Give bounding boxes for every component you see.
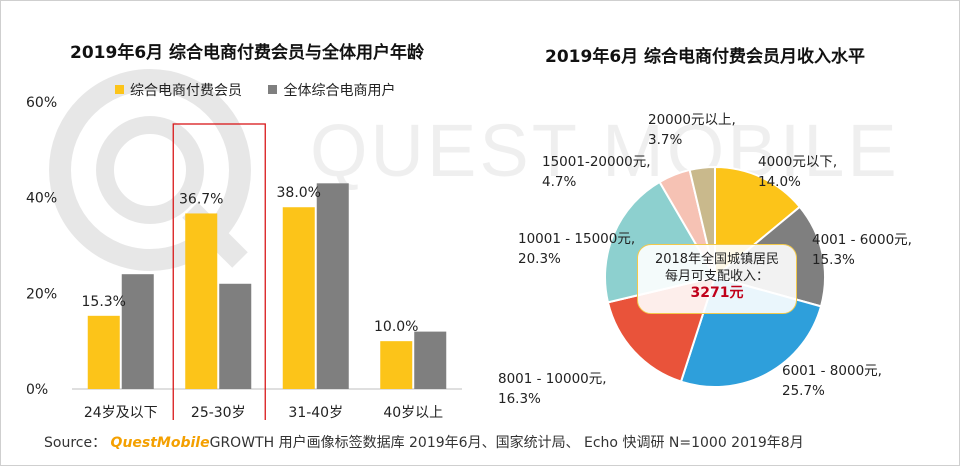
y-tick-label: 20% [26, 286, 57, 302]
bar-all-users [316, 183, 349, 389]
pie-slice-label: 4000元以下, 14.0% [758, 154, 837, 190]
x-tick-label: 31-40岁 [288, 405, 343, 420]
bar-member [282, 207, 315, 389]
callout-line2: 每月可支配收入： [664, 269, 769, 284]
bar-member [380, 341, 413, 389]
pie-label-range: 10001 - 15000元, [518, 231, 635, 247]
bar-data-label: 36.7% [179, 191, 223, 207]
bar-all-users [121, 274, 154, 389]
pie-label-range: 15001-20000元, [542, 154, 651, 170]
bar-member [185, 213, 218, 389]
footer-brand: QuestMobile [110, 435, 210, 451]
bar-all-users [219, 283, 252, 389]
pie-label-pct: 3.7% [648, 132, 682, 148]
pie-slice-label: 6001 - 8000元, 25.7% [782, 363, 882, 399]
pie-slice-label: 10001 - 15000元, 20.3% [518, 231, 635, 267]
income-pie-chart: 4000元以下, 14.0% 4001 - 6000元, 15.3% 6001 - 80… [498, 112, 912, 407]
left-chart-title: 2019年6月 综合电商付费会员与全体用户年龄 [70, 43, 425, 63]
age-bar-chart: 0% 20% 40% 60% 15.3% 24岁及以下 36.7% 25-30岁 38.0% 31… [26, 95, 462, 420]
callout-amount: 3271元 [690, 285, 744, 301]
y-tick-label: 0% [26, 382, 48, 398]
pie-label-range: 6001 - 8000元, [782, 363, 882, 379]
legend-swatch-gray [268, 85, 278, 94]
callout-line1: 2018年全国城镇居民 [654, 252, 780, 267]
income-callout: 2018年全国城镇居民 每月可支配收入： 3271元 [637, 244, 797, 314]
pie-label-pct: 15.3% [812, 252, 855, 268]
pie-label-range: 4000元以下, [758, 154, 837, 170]
pie-label-pct: 4.7% [542, 174, 576, 190]
x-tick-label: 25-30岁 [191, 405, 246, 420]
footer-rest: GROWTH 用户画像标签数据库 2019年6月、国家统计局、 Echo 快调研… [209, 435, 804, 451]
bar-data-label: 15.3% [82, 294, 126, 310]
pie-label-pct: 16.3% [498, 391, 541, 407]
y-tick-label: 40% [26, 191, 57, 207]
legend-label-members: 综合电商付费会员 [130, 83, 242, 99]
pie-slice-label: 8001 - 10000元, 16.3% [498, 371, 607, 407]
legend-item-members: 综合电商付费会员 [115, 80, 242, 100]
right-chart-title: 2019年6月 综合电商付费会员月收入水平 [545, 47, 866, 67]
bar-all-users [414, 331, 447, 389]
pie-slice-label: 20000元以上, 3.7% [648, 112, 736, 148]
pie-label-pct: 20.3% [518, 251, 561, 267]
pie-slice-label: 15001-20000元, 4.7% [542, 154, 651, 190]
x-tick-label: 40岁以上 [383, 405, 443, 420]
legend-item-all-users: 全体综合电商用户 [268, 80, 395, 100]
source-footer: Source： QuestMobileGROWTH 用户画像标签数据库 2019… [44, 432, 804, 452]
footer-prefix: Source： [44, 435, 107, 451]
pie-slice-label: 4001 - 6000元, 15.3% [812, 232, 912, 268]
pie-label-range: 4001 - 6000元, [812, 232, 912, 248]
bar-data-label: 38.0% [277, 185, 321, 201]
x-tick-label: 24岁及以下 [84, 405, 158, 420]
pie-label-pct: 25.7% [782, 383, 825, 399]
legend-swatch-yellow [115, 85, 124, 94]
pie-label-range: 8001 - 10000元, [498, 371, 607, 387]
highlight-box [172, 123, 266, 420]
bar-member [87, 315, 120, 389]
bar-legend: 综合电商付费会员 全体综合电商用户 [115, 80, 417, 100]
pie-label-pct: 14.0% [758, 174, 801, 190]
bar-data-label: 10.0% [374, 319, 418, 335]
y-tick-label: 60% [26, 95, 57, 111]
pie-label-range: 20000元以上, [648, 112, 736, 128]
legend-label-all-users: 全体综合电商用户 [283, 83, 396, 99]
